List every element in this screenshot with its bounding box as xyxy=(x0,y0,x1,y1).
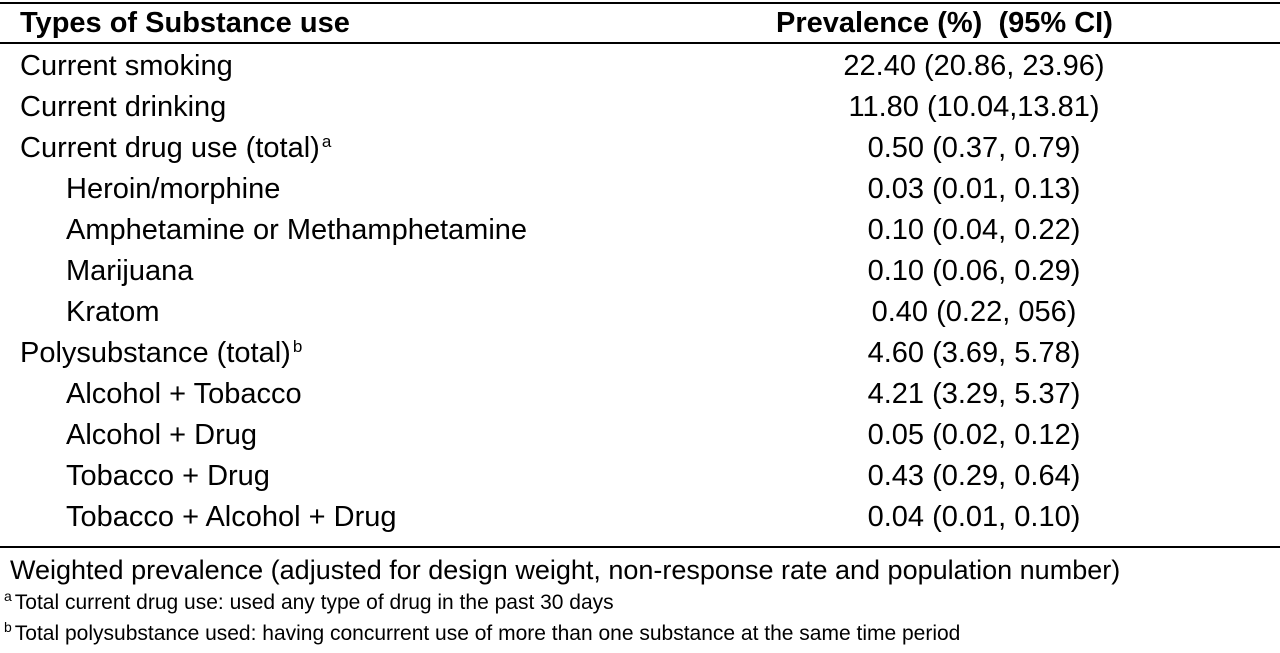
row-label: Alcohol + Drug xyxy=(66,415,257,456)
header-prevalence: Prevalence (%) (95% CI) xyxy=(776,7,1113,39)
row-label-text: Current drug use (total) xyxy=(20,132,320,164)
table-row: Current drinking 11.80 (10.04,13.81) xyxy=(0,87,1280,128)
table-notes: Weighted prevalence (adjusted for design… xyxy=(0,552,1280,650)
row-prevalence-value: 0.03 (0.01, 0.13) xyxy=(867,173,1081,205)
table-row: Kratom 0.40 (0.22, 056) xyxy=(0,292,1280,333)
row-label-text: Tobacco + Alcohol + Drug xyxy=(66,501,397,533)
table-row: Amphetamine or Methamphetamine 0.10 (0.04… xyxy=(0,210,1280,251)
table-header: Types of Substance use Prevalence (%) (9… xyxy=(0,4,1280,42)
row-footnote-marker: b xyxy=(292,337,303,356)
table-row: Current smoking 22.40 (20.86, 23.96) xyxy=(0,46,1280,87)
footnote-b: b Total polysubstance used: having concur… xyxy=(0,619,1280,650)
footnote-a-marker: a xyxy=(4,588,12,604)
row-label: Current drug use (total) a xyxy=(20,128,331,172)
table-row: Alcohol + Drug 0.05 (0.02, 0.12) xyxy=(0,415,1280,456)
row-label: Polysubstance (total) b xyxy=(20,333,302,377)
table-row: Heroin/morphine 0.03 (0.01, 0.13) xyxy=(0,169,1280,210)
row-label: Current drinking xyxy=(20,87,226,128)
row-label: Current smoking xyxy=(20,46,233,87)
note-weighted-prevalence: Weighted prevalence (adjusted for design… xyxy=(10,555,1121,585)
table-row: Tobacco + Alcohol + Drug 0.04 (0.01, 0.10… xyxy=(0,497,1280,538)
row-label: Amphetamine or Methamphetamine xyxy=(66,210,527,251)
row-label-text: Marijuana xyxy=(66,255,194,287)
row-label-text: Tobacco + Drug xyxy=(66,460,270,492)
row-prevalence-value: 11.80 (10.04,13.81) xyxy=(848,91,1100,123)
footnote-b-marker: b xyxy=(4,619,12,635)
footnote-b-text: Total polysubstance used: having concurr… xyxy=(14,622,961,645)
row-prevalence-value: 0.10 (0.06, 0.29) xyxy=(867,255,1081,287)
row-label-text: Alcohol + Drug xyxy=(66,419,258,451)
footnote-a-text: Total current drug use: used any type of… xyxy=(14,591,614,614)
row-label-text: Amphetamine or Methamphetamine xyxy=(66,214,528,246)
row-label: Kratom xyxy=(66,292,159,333)
row-label-text: Current drinking xyxy=(20,91,227,123)
row-label-text: Alcohol + Tobacco xyxy=(66,378,302,410)
footnote-a: a Total current drug use: used any type o… xyxy=(0,588,1280,619)
row-prevalence-value: 0.40 (0.22, 056) xyxy=(871,296,1077,328)
row-label-text: Polysubstance (total) xyxy=(20,337,291,369)
table-body: Current smoking 22.40 (20.86, 23.96) Curre… xyxy=(0,46,1280,538)
header-type-of-substance: Types of Substance use xyxy=(20,7,350,39)
table-header-rule xyxy=(0,42,1280,44)
row-prevalence-value: 0.43 (0.29, 0.64) xyxy=(867,460,1081,492)
row-footnote-marker: a xyxy=(321,132,332,151)
row-label-text: Current smoking xyxy=(20,50,233,82)
row-prevalence-value: 4.21 (3.29, 5.37) xyxy=(867,378,1081,410)
table-row: Polysubstance (total) b 4.60 (3.69, 5.78) xyxy=(0,333,1280,374)
row-label: Marijuana xyxy=(66,251,193,292)
row-prevalence-value: 22.40 (20.86, 23.96) xyxy=(843,50,1105,82)
row-label: Tobacco + Drug xyxy=(66,456,270,497)
row-prevalence-value: 0.05 (0.02, 0.12) xyxy=(867,419,1081,451)
table-row: Tobacco + Drug 0.43 (0.29, 0.64) xyxy=(0,456,1280,497)
table-bottom-rule xyxy=(0,546,1280,548)
row-prevalence-value: 0.04 (0.01, 0.10) xyxy=(867,501,1081,533)
row-label: Alcohol + Tobacco xyxy=(66,374,302,415)
row-label: Tobacco + Alcohol + Drug xyxy=(66,497,396,538)
table-top-rule xyxy=(0,2,1280,4)
row-prevalence-value: 0.10 (0.04, 0.22) xyxy=(867,214,1081,246)
row-prevalence-value: 4.60 (3.69, 5.78) xyxy=(867,337,1081,369)
row-label-text: Kratom xyxy=(66,296,160,328)
table-row: Alcohol + Tobacco 4.21 (3.29, 5.37) xyxy=(0,374,1280,415)
table-row: Current drug use (total) a 0.50 (0.37, 0.7… xyxy=(0,128,1280,169)
row-label: Heroin/morphine xyxy=(66,169,280,210)
row-prevalence-value: 0.50 (0.37, 0.79) xyxy=(867,132,1081,164)
table-row: Marijuana 0.10 (0.06, 0.29) xyxy=(0,251,1280,292)
row-label-text: Heroin/morphine xyxy=(66,173,281,205)
